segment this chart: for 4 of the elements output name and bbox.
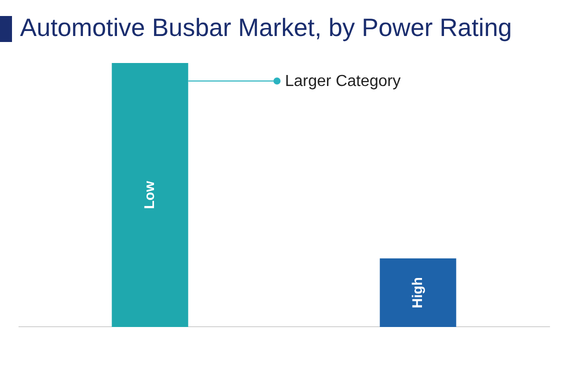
annotation: Larger Category [285, 73, 401, 90]
x-tick-label: Low [140, 180, 157, 209]
x-tick-label: High [409, 277, 426, 308]
chart-title: Automotive Busbar Market, by Power Rating [20, 14, 512, 43]
